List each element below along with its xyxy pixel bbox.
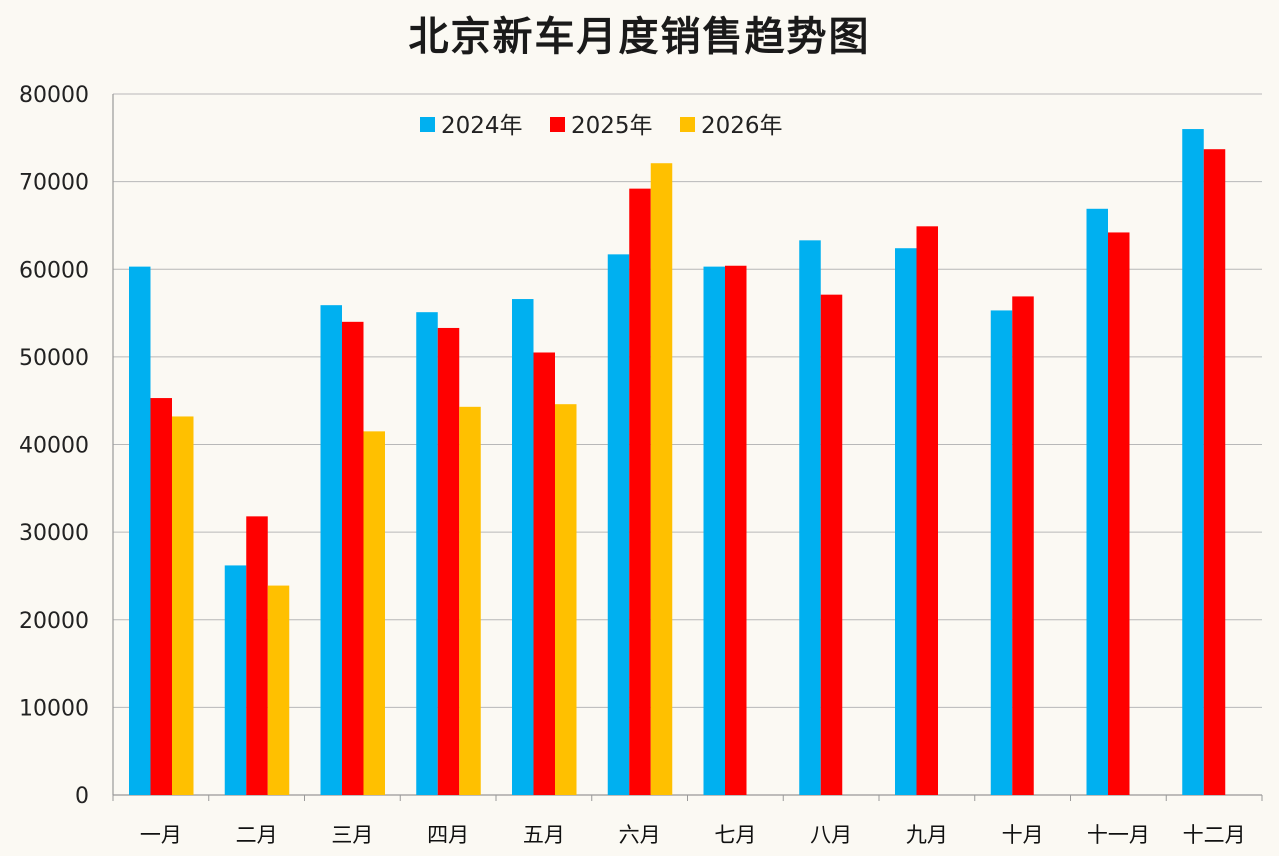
x-tick-label: 十一月 <box>1087 823 1150 847</box>
bar-2 <box>150 398 172 795</box>
bar-3 <box>459 406 481 795</box>
bar-1 <box>607 254 630 795</box>
bar-2 <box>533 352 555 795</box>
bar-3 <box>555 404 577 795</box>
x-tick-label: 十二月 <box>1183 823 1246 847</box>
bar-1 <box>799 240 821 796</box>
x-tick-label: 六月 <box>619 823 661 847</box>
legend-label: 2025年 <box>571 113 653 139</box>
bar-3 <box>267 585 290 795</box>
bar-3 <box>650 163 673 795</box>
x-tick-label: 四月 <box>427 823 469 847</box>
legend-label: 2026年 <box>701 113 783 139</box>
x-tick-label: 五月 <box>523 823 565 847</box>
y-tick-label: 20000 <box>19 609 89 634</box>
bar-1 <box>320 305 342 795</box>
x-tick-label: 一月 <box>140 823 182 847</box>
bar-2 <box>342 321 364 795</box>
bar-2 <box>1108 232 1130 795</box>
y-tick-label: 80000 <box>19 83 89 108</box>
y-tick-label: 70000 <box>19 171 89 196</box>
bar-2 <box>246 516 268 795</box>
bar-2 <box>629 188 651 795</box>
bar-3 <box>363 431 385 795</box>
bar-2 <box>1203 149 1226 796</box>
legend-label: 2024年 <box>441 113 523 139</box>
x-tick-label: 三月 <box>331 823 373 847</box>
bar-1 <box>895 248 917 796</box>
bar-1 <box>512 299 534 795</box>
x-tick-label: 二月 <box>236 823 278 847</box>
bar-1 <box>224 565 247 795</box>
bar-3 <box>172 416 194 795</box>
bar-1 <box>1182 129 1204 796</box>
bar-2 <box>725 265 747 795</box>
legend-swatch <box>550 117 565 132</box>
y-tick-label: 40000 <box>19 434 89 459</box>
bar-2 <box>1012 296 1034 795</box>
bar-2 <box>437 327 460 795</box>
y-tick-label: 0 <box>75 784 89 809</box>
legend-swatch <box>680 117 695 132</box>
bar-2 <box>916 226 938 796</box>
x-tick-label: 九月 <box>906 823 948 847</box>
x-tick-label: 八月 <box>810 823 852 847</box>
bar-2 <box>820 294 843 795</box>
legend-swatch <box>420 117 435 132</box>
bar-1 <box>129 266 151 796</box>
y-tick-label: 50000 <box>19 346 89 371</box>
chart-title: 北京新车月度销售趋势图 <box>408 14 871 60</box>
x-tick-label: 七月 <box>714 823 756 847</box>
bar-1 <box>703 266 725 796</box>
bar-1 <box>990 310 1013 795</box>
y-tick-label: 60000 <box>19 258 89 283</box>
y-tick-label: 30000 <box>19 521 89 546</box>
bar-1 <box>1086 208 1108 795</box>
y-tick-label: 10000 <box>19 696 89 721</box>
x-tick-label: 十月 <box>1002 823 1044 847</box>
bar-1 <box>416 312 438 795</box>
